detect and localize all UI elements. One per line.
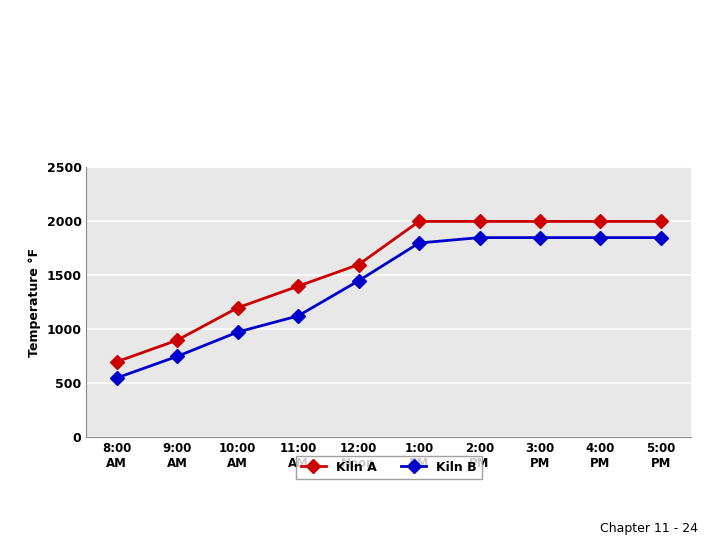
Kiln B bbox=[415, 240, 423, 246]
Kiln A bbox=[173, 337, 181, 343]
Kiln A bbox=[596, 218, 605, 225]
Legend: Kiln A, Kiln B: Kiln A, Kiln B bbox=[296, 456, 482, 478]
Kiln B bbox=[596, 234, 605, 241]
Kiln A bbox=[354, 261, 363, 268]
Line: Kiln A: Kiln A bbox=[112, 217, 666, 367]
Kiln B bbox=[657, 234, 665, 241]
Kiln A bbox=[475, 218, 484, 225]
Kiln A bbox=[233, 305, 242, 311]
Y-axis label: Temperature °F: Temperature °F bbox=[28, 248, 41, 357]
Kiln B bbox=[233, 329, 242, 335]
Kiln B bbox=[294, 313, 302, 319]
Kiln A bbox=[415, 218, 423, 225]
Kiln B bbox=[112, 375, 121, 381]
Text: Chapter 11 - 24: Chapter 11 - 24 bbox=[600, 522, 698, 535]
Kiln A bbox=[536, 218, 544, 225]
Kiln B bbox=[354, 278, 363, 284]
Text: Average Kiln Temps: Average Kiln Temps bbox=[83, 52, 637, 99]
Kiln B bbox=[475, 234, 484, 241]
Kiln A bbox=[294, 283, 302, 289]
Kiln B bbox=[173, 353, 181, 360]
Kiln A bbox=[112, 359, 121, 365]
Kiln A bbox=[657, 218, 665, 225]
Line: Kiln B: Kiln B bbox=[112, 233, 666, 383]
Kiln B bbox=[536, 234, 544, 241]
